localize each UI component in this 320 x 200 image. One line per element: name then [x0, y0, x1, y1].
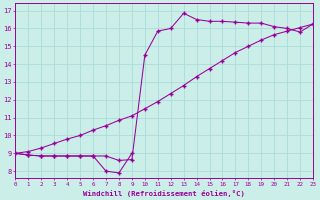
X-axis label: Windchill (Refroidissement éolien,°C): Windchill (Refroidissement éolien,°C) — [83, 190, 245, 197]
